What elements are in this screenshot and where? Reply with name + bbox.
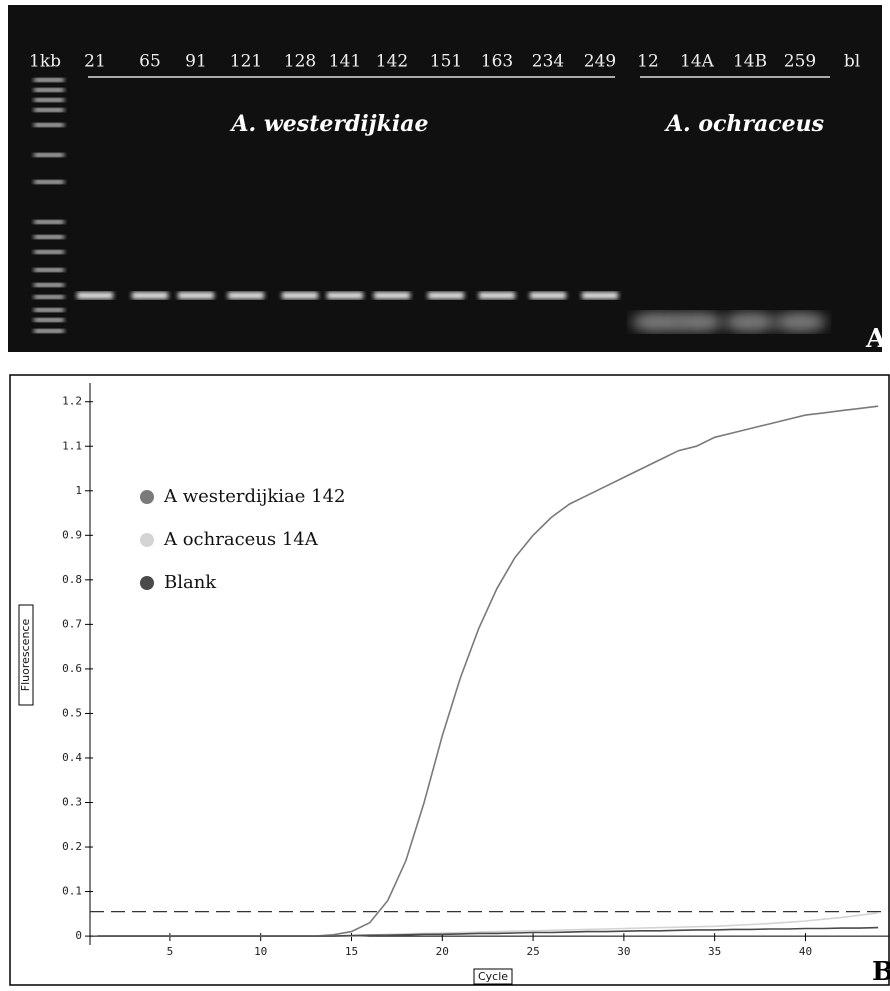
ladder-band bbox=[34, 318, 64, 322]
dna-band bbox=[228, 292, 264, 299]
y-tick-label: 1 bbox=[75, 484, 82, 497]
y-tick-label: 0.1 bbox=[62, 885, 82, 898]
group-label: A. westerdijkiae bbox=[229, 111, 428, 137]
ladder-band bbox=[34, 153, 64, 157]
y-tick-label: 0.2 bbox=[62, 840, 82, 853]
x-tick-label: 20 bbox=[436, 945, 449, 958]
lane-label: bl bbox=[844, 52, 860, 72]
lane-label: 163 bbox=[481, 52, 513, 72]
y-tick-label: 1.2 bbox=[62, 395, 82, 408]
panel-label: A bbox=[865, 324, 887, 354]
x-tick-label: 15 bbox=[345, 945, 358, 958]
lane-label: 142 bbox=[376, 52, 408, 72]
dna-band bbox=[282, 292, 318, 299]
dna-band bbox=[428, 292, 464, 299]
y-tick-label: 0.9 bbox=[62, 528, 82, 541]
x-tick-label: 30 bbox=[617, 945, 630, 958]
lane-label: 1kb bbox=[29, 52, 61, 72]
y-tick-label: 0.4 bbox=[62, 751, 82, 764]
lane-label: 12 bbox=[637, 52, 659, 72]
legend-marker bbox=[140, 490, 154, 504]
y-tick-label: 0.8 bbox=[62, 573, 82, 586]
series-line bbox=[97, 926, 879, 937]
lane-label: 128 bbox=[284, 52, 316, 72]
lane-label: 14A bbox=[680, 52, 715, 72]
ladder-band bbox=[34, 308, 64, 312]
lane-label: 259 bbox=[784, 52, 816, 72]
y-tick-label: 0.5 bbox=[62, 706, 82, 719]
lane-label: 14B bbox=[733, 52, 767, 72]
dna-band bbox=[374, 292, 410, 299]
lane-label: 21 bbox=[84, 52, 106, 72]
legend-marker bbox=[140, 533, 154, 547]
x-tick-label: 10 bbox=[254, 945, 267, 958]
legend-marker bbox=[140, 576, 154, 590]
y-tick-label: 0.7 bbox=[62, 617, 82, 630]
ladder-band bbox=[34, 250, 64, 254]
lane-label: 249 bbox=[584, 52, 616, 72]
y-axis-label: Fluorescence bbox=[19, 619, 32, 692]
lane-label: 91 bbox=[185, 52, 207, 72]
x-tick-label: 25 bbox=[526, 945, 539, 958]
dna-band bbox=[327, 292, 363, 299]
chart-frame bbox=[9, 374, 890, 986]
ladder-band bbox=[34, 98, 64, 102]
dna-band bbox=[132, 292, 168, 299]
y-tick-label: 1.1 bbox=[62, 439, 82, 452]
dna-band bbox=[530, 292, 566, 299]
panel-label: B bbox=[872, 957, 890, 987]
ladder-band bbox=[34, 235, 64, 239]
ladder-band bbox=[34, 123, 64, 127]
y-tick-label: 0.3 bbox=[62, 796, 82, 809]
ladder-band bbox=[34, 180, 64, 184]
x-tick-label: 35 bbox=[708, 945, 721, 958]
ladder-band bbox=[34, 283, 64, 287]
legend-label: Blank bbox=[164, 572, 217, 593]
x-axis-label: Cycle bbox=[478, 970, 508, 983]
y-tick-label: 0 bbox=[75, 929, 82, 942]
x-tick-label: 40 bbox=[799, 945, 812, 958]
ladder-band bbox=[34, 78, 64, 82]
y-tick-label: 0.6 bbox=[62, 662, 82, 675]
dna-band bbox=[479, 292, 515, 299]
ladder-band bbox=[34, 268, 64, 272]
ladder-band bbox=[34, 108, 64, 112]
dna-smear bbox=[671, 312, 723, 332]
lane-label: 65 bbox=[139, 52, 161, 72]
dna-band bbox=[77, 292, 113, 299]
lane-label: 234 bbox=[532, 52, 564, 72]
legend-label: A ochraceus 14A bbox=[163, 529, 319, 550]
ladder-band bbox=[34, 329, 64, 333]
x-axis-label-box bbox=[473, 968, 513, 985]
lane-label: 141 bbox=[329, 52, 361, 72]
dna-smear bbox=[632, 312, 684, 332]
x-tick-label: 5 bbox=[167, 945, 174, 958]
ladder-band bbox=[34, 220, 64, 224]
dna-band bbox=[178, 292, 214, 299]
dna-smear bbox=[724, 312, 776, 332]
lane-label: 151 bbox=[430, 52, 462, 72]
lane-label: 121 bbox=[230, 52, 262, 72]
ladder-band bbox=[34, 295, 64, 299]
y-axis-label-box bbox=[18, 604, 34, 706]
dna-smear bbox=[774, 312, 826, 332]
group-label: A. ochraceus bbox=[664, 111, 824, 137]
legend-label: A westerdijkiae 142 bbox=[163, 486, 346, 507]
ladder-band bbox=[34, 88, 64, 92]
dna-band bbox=[582, 292, 618, 299]
